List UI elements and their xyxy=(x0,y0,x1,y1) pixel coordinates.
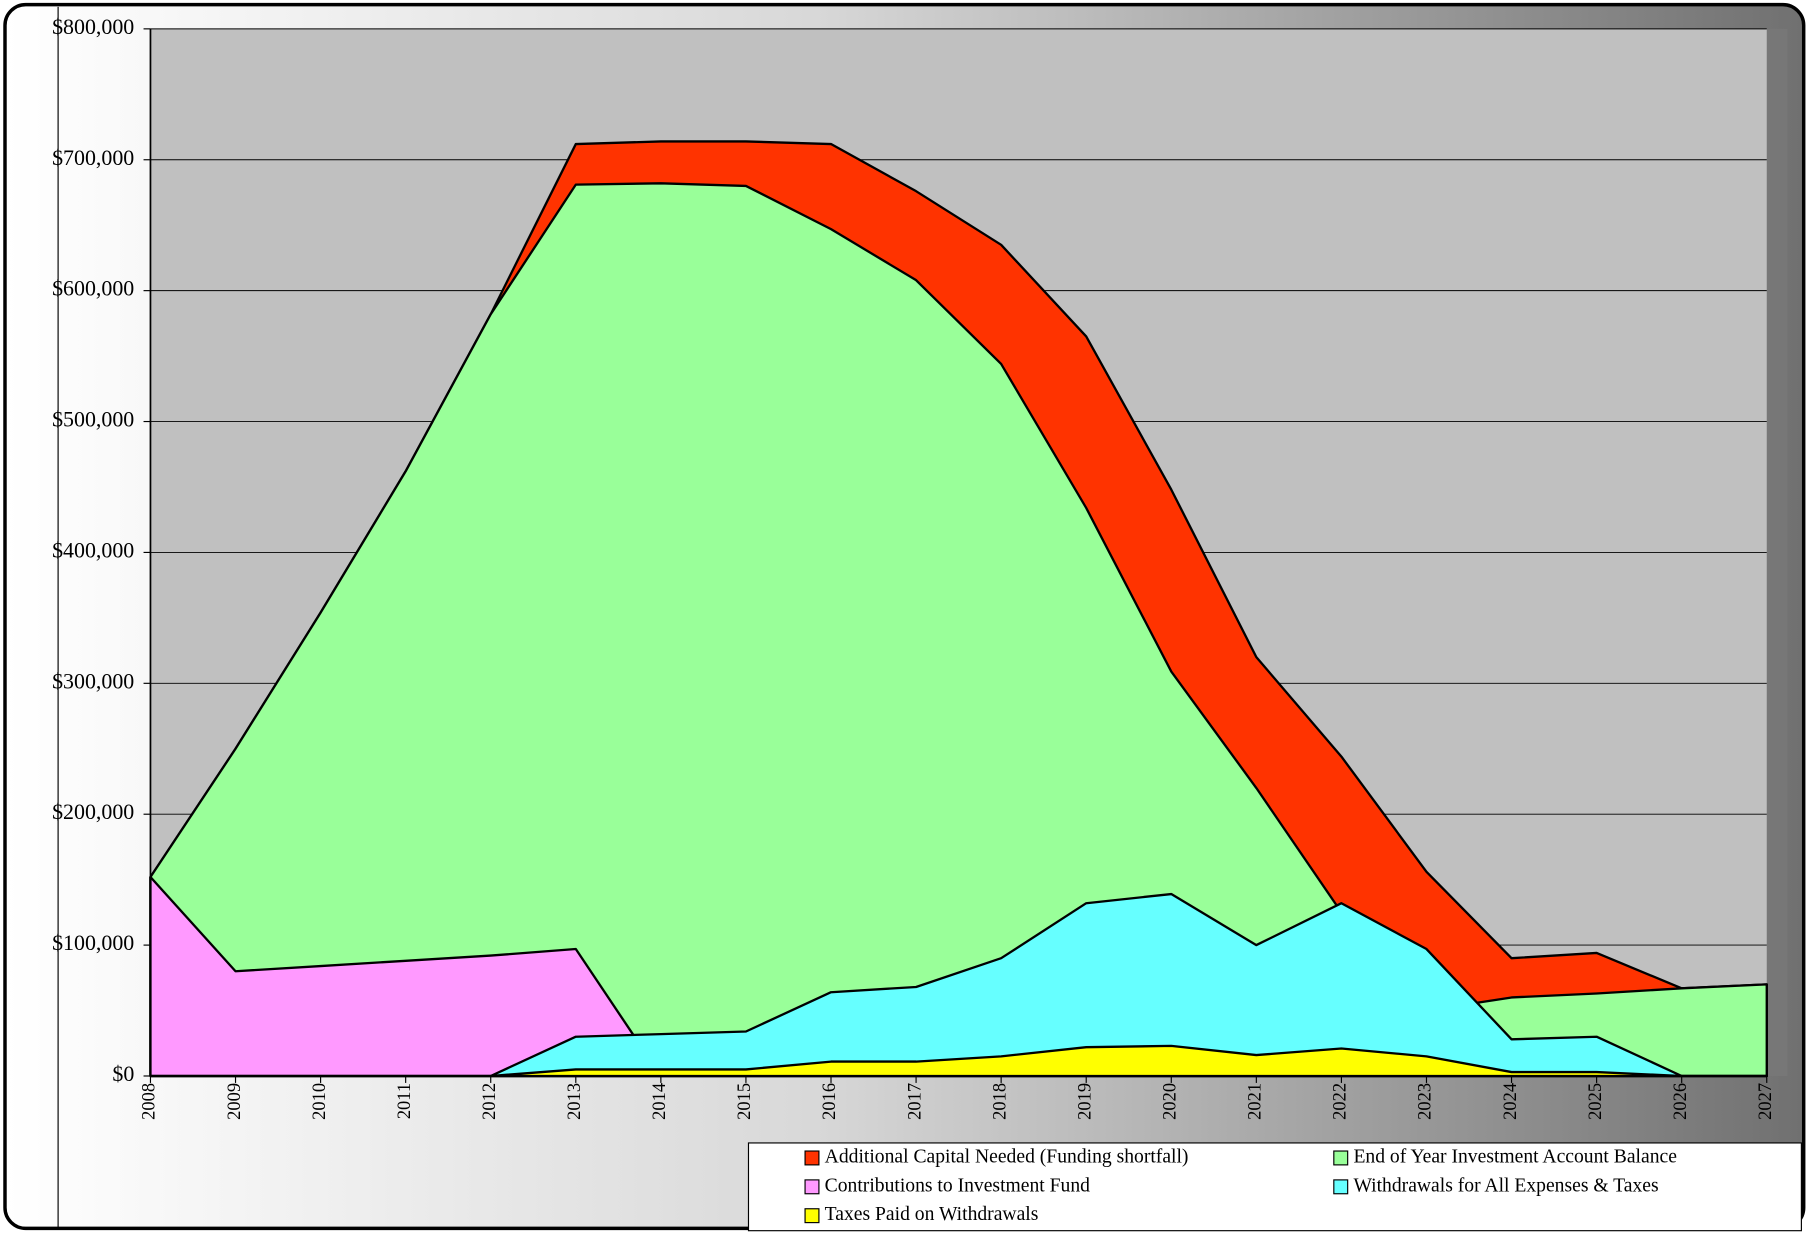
x-tick-label: 2009 xyxy=(224,1083,244,1120)
legend-box xyxy=(747,1142,1802,1232)
legend-label: Taxes Paid on Withdrawals xyxy=(825,1204,1039,1225)
legend-swatch xyxy=(1333,1179,1349,1195)
plot-wall xyxy=(1766,28,1788,1076)
legend-swatch xyxy=(804,1208,820,1224)
x-tick-label: 2017 xyxy=(904,1083,924,1120)
y-tick-label: $500,000 xyxy=(52,407,134,432)
area xyxy=(149,182,1768,1078)
x-tick-label: 2021 xyxy=(1245,1083,1265,1120)
x-tick-label: 2013 xyxy=(564,1083,584,1120)
x-tick-label: 2010 xyxy=(309,1083,329,1120)
y-tick-label: $300,000 xyxy=(52,668,134,693)
x-tick-label: 2022 xyxy=(1330,1083,1350,1120)
x-tick-label: 2008 xyxy=(139,1083,159,1120)
x-tick-label: 2014 xyxy=(649,1083,669,1120)
y-tick-label: $700,000 xyxy=(52,145,134,170)
x-tick-label: 2012 xyxy=(479,1083,499,1120)
x-tick-label: 2026 xyxy=(1670,1083,1690,1120)
x-tick-label: 2019 xyxy=(1074,1083,1094,1120)
x-tick-label: 2016 xyxy=(819,1083,839,1120)
x-tick-label: 2025 xyxy=(1585,1083,1605,1120)
legend-swatch xyxy=(804,1179,820,1195)
y-tick-label: $400,000 xyxy=(52,537,134,562)
x-tick-label: 2015 xyxy=(734,1083,754,1120)
y-tick-label: $0 xyxy=(112,1061,134,1086)
legend-swatch xyxy=(1333,1150,1349,1166)
legend-label: End of Year Investment Account Balance xyxy=(1353,1146,1677,1167)
x-tick-label: 2023 xyxy=(1415,1083,1435,1120)
y-tick-label: $800,000 xyxy=(52,14,134,39)
x-tick-label: 2027 xyxy=(1755,1083,1775,1120)
y-tick-label: $200,000 xyxy=(52,799,134,824)
legend-label: Contributions to Investment Fund xyxy=(825,1175,1090,1196)
legend-label: Additional Capital Needed (Funding short… xyxy=(825,1146,1189,1167)
x-tick-label: 2018 xyxy=(989,1083,1009,1120)
x-tick-label: 2020 xyxy=(1160,1083,1180,1120)
x-tick-label: 2011 xyxy=(394,1083,414,1119)
y-tick-label: $600,000 xyxy=(52,276,134,301)
x-tick-label: 2024 xyxy=(1500,1083,1520,1120)
legend-label: Withdrawals for All Expenses & Taxes xyxy=(1353,1175,1658,1196)
legend-swatch xyxy=(804,1150,820,1166)
y-tick-label: $100,000 xyxy=(52,930,134,955)
